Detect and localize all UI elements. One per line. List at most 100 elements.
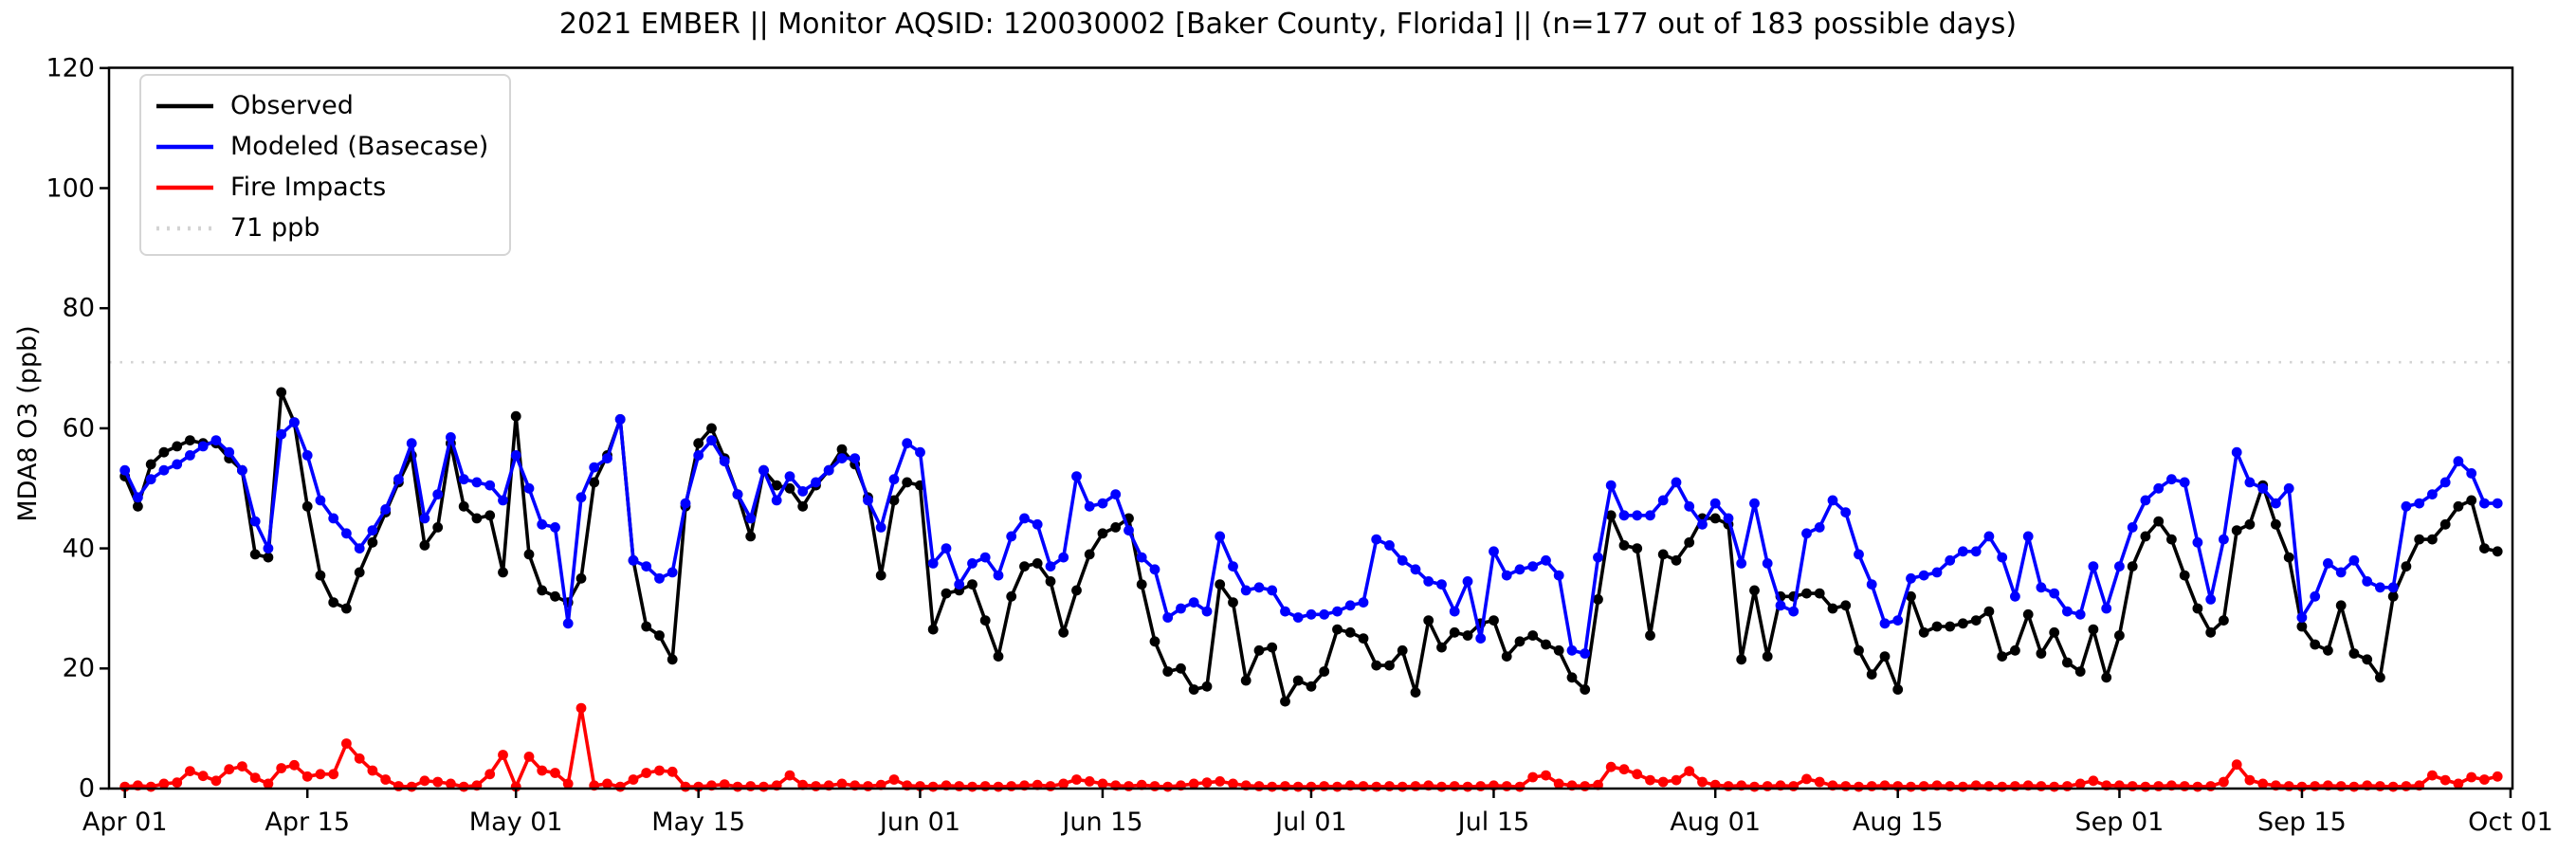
series-marker <box>797 500 809 512</box>
series-marker <box>979 552 991 563</box>
series-marker <box>1292 675 1304 686</box>
series-marker <box>1684 536 1695 548</box>
series-marker <box>654 572 665 584</box>
series-marker <box>1410 687 1421 698</box>
series-marker <box>863 495 873 506</box>
series-marker <box>1176 603 1186 614</box>
series-marker <box>354 543 365 554</box>
series-marker <box>2362 654 2373 665</box>
series-marker <box>172 459 183 470</box>
series-marker <box>2205 594 2217 605</box>
series-marker <box>758 781 769 792</box>
series-marker <box>888 474 900 485</box>
series-marker <box>2049 588 2060 599</box>
series-marker <box>693 438 704 449</box>
series-marker <box>614 781 626 792</box>
x-tick-label: Jul 01 <box>1275 808 1347 837</box>
series-marker <box>562 778 574 789</box>
series-marker <box>2283 781 2294 791</box>
series-marker <box>1814 522 1825 533</box>
series-marker <box>498 750 508 760</box>
series-marker <box>1162 612 1174 623</box>
series-marker <box>484 480 496 491</box>
series-marker <box>393 781 404 791</box>
series-marker <box>1201 681 1213 692</box>
series-marker <box>706 435 717 445</box>
series-marker <box>2257 482 2269 494</box>
series-marker <box>498 495 508 506</box>
series-marker <box>2492 771 2503 782</box>
x-tick-label: Apr 15 <box>265 808 351 837</box>
series-marker <box>1723 513 1734 524</box>
series-marker <box>301 450 313 461</box>
series-marker <box>2401 781 2412 791</box>
series-marker <box>1253 582 1265 593</box>
series-marker <box>1827 495 1838 506</box>
series-marker <box>1058 778 1069 789</box>
series-marker <box>2049 626 2060 638</box>
series-marker <box>1854 549 1864 560</box>
series-marker <box>289 417 300 427</box>
series-marker <box>2036 648 2047 659</box>
series-marker <box>1097 498 1108 509</box>
series-marker <box>1489 615 1499 626</box>
series-marker <box>1801 773 1812 785</box>
series-marker <box>1501 570 1512 581</box>
series-marker <box>367 525 378 535</box>
series-marker <box>1801 528 1812 539</box>
series-marker <box>2323 558 2333 569</box>
series-marker <box>1605 510 1617 521</box>
series-marker <box>354 567 365 578</box>
series-marker <box>523 752 535 762</box>
series-marker <box>2439 518 2451 530</box>
series-marker <box>1736 558 1747 569</box>
y-tick-label: 120 <box>46 53 95 83</box>
series-marker <box>979 781 991 791</box>
series-marker <box>1071 774 1082 785</box>
chart-title: 2021 EMBER || Monitor AQSID: 120030002 [… <box>558 8 2018 41</box>
series-marker <box>2010 781 2020 791</box>
series-marker <box>432 776 444 788</box>
series-marker <box>719 456 730 467</box>
series-marker <box>328 513 339 524</box>
series-marker <box>315 495 326 506</box>
series-marker <box>1344 600 1356 611</box>
series-marker <box>2088 624 2099 635</box>
series-marker <box>1671 477 1682 488</box>
series-marker <box>941 588 952 599</box>
series-marker <box>654 630 665 641</box>
series-marker <box>1410 781 1421 791</box>
series-marker <box>888 774 900 785</box>
series-marker <box>1371 534 1382 545</box>
series-marker <box>484 769 496 780</box>
series-marker <box>301 771 313 782</box>
series-marker <box>811 477 821 488</box>
series-marker <box>1514 781 1526 792</box>
series-marker <box>1854 781 1864 792</box>
series-marker <box>1176 662 1186 674</box>
series-marker <box>1319 608 1330 620</box>
series-marker <box>301 500 313 512</box>
series-marker <box>2022 608 2034 620</box>
series-marker <box>1566 672 1578 683</box>
series-marker <box>367 765 378 776</box>
series-marker <box>967 558 977 569</box>
series-marker <box>1931 567 1943 578</box>
series-marker <box>641 768 652 778</box>
series-marker <box>2062 657 2073 668</box>
series-marker <box>276 387 287 398</box>
series-marker <box>719 779 730 789</box>
series-marker <box>1866 669 1877 680</box>
series-marker <box>185 450 195 461</box>
series-marker <box>315 769 326 780</box>
series-marker <box>902 477 913 488</box>
series-marker <box>406 781 417 792</box>
series-marker <box>1280 606 1290 617</box>
series-marker <box>458 474 469 485</box>
series-marker <box>537 585 548 596</box>
series-marker <box>979 615 991 626</box>
series-marker <box>119 464 131 476</box>
series-marker <box>1762 558 1773 569</box>
series-marker <box>993 570 1004 581</box>
legend-line-swatch <box>156 103 213 108</box>
